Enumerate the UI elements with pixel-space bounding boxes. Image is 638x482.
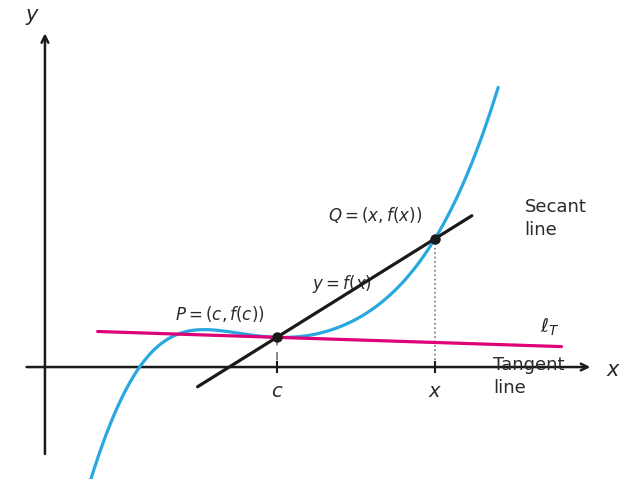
Text: $P = (c, f(c))$: $P = (c, f(c))$ bbox=[175, 304, 264, 324]
Text: $\ell_T$: $\ell_T$ bbox=[540, 316, 560, 338]
Text: $x$: $x$ bbox=[428, 384, 442, 402]
Text: $c$: $c$ bbox=[271, 384, 283, 402]
Text: $y = f(x)$: $y = f(x)$ bbox=[312, 273, 372, 295]
Text: $y$: $y$ bbox=[25, 7, 40, 27]
Text: Tangent
line: Tangent line bbox=[493, 356, 565, 397]
Text: $x$: $x$ bbox=[605, 362, 621, 380]
Text: Secant
line: Secant line bbox=[524, 198, 586, 239]
Text: $Q = (x, f(x))$: $Q = (x, f(x))$ bbox=[328, 205, 422, 225]
